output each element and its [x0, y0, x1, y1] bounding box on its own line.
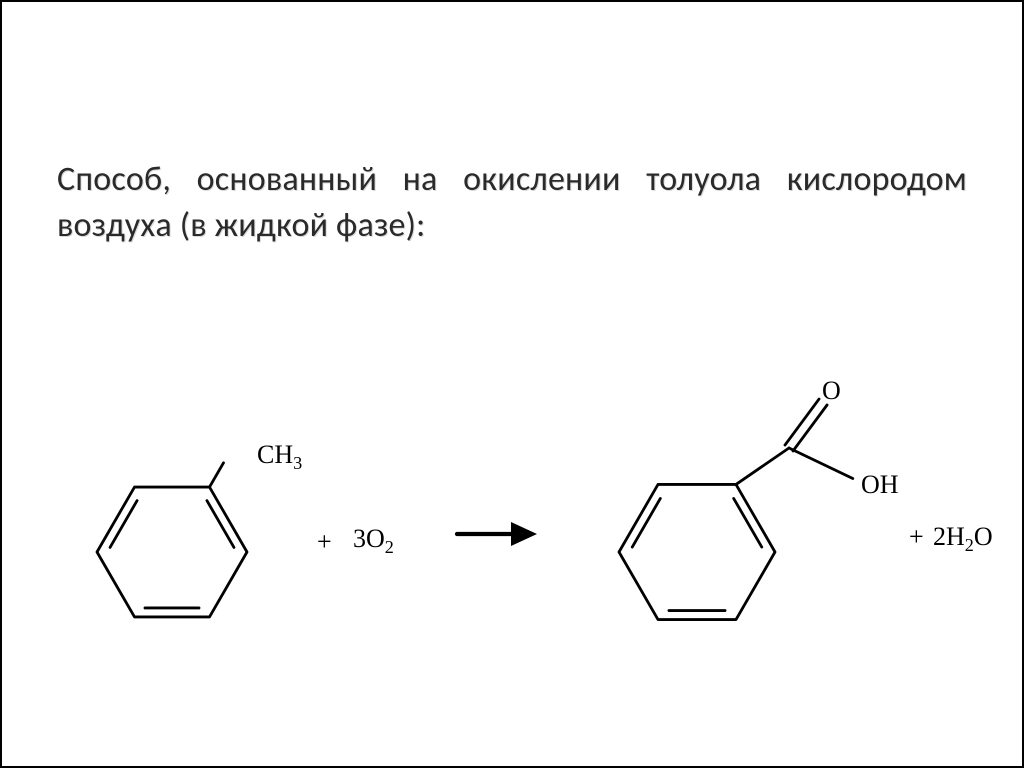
water-term: 2H2O — [933, 522, 993, 552]
benzoic-acid-molecule — [619, 399, 853, 619]
methyl-label: CH3 — [257, 440, 302, 470]
toluene-molecule — [97, 463, 247, 617]
slide-frame: Способ, основанный на окислении толуола … — [0, 0, 1024, 768]
reaction-arrow — [457, 522, 537, 546]
hydroxyl-OH-label: OH — [861, 470, 899, 500]
oxygen-term: 3O2 — [353, 524, 394, 554]
plus-sign-2: + — [909, 522, 924, 552]
reaction-scheme: CH3 + 3O2 O OH + 2H2O — [57, 382, 982, 682]
slide-title: Способ, основанный на окислении толуола … — [57, 157, 967, 249]
carbonyl-O-label: O — [822, 376, 841, 406]
plus-sign-1: + — [317, 527, 332, 557]
reaction-svg — [57, 382, 987, 682]
